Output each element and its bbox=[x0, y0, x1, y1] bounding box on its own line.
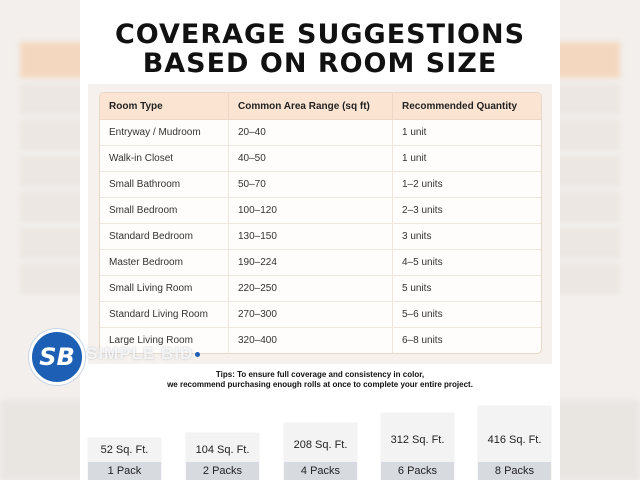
title-line-2: BASED ON ROOM SIZE bbox=[142, 48, 498, 79]
cell-room-type: Standard Living Room bbox=[100, 302, 229, 328]
pack-count: 2 Packs bbox=[186, 462, 259, 480]
cell-room-type: Small Bedroom bbox=[100, 198, 229, 224]
cell-area-range: 50–70 bbox=[229, 172, 393, 198]
table-row: Small Bedroom 100–120 2–3 units bbox=[100, 198, 541, 224]
table-row: Master Bedroom 190–224 4–5 units bbox=[100, 250, 541, 276]
simplebid-watermark: SIMPLE BID bbox=[86, 344, 202, 364]
header-area-range: Common Area Range (sq ft) bbox=[229, 93, 393, 120]
title-line-1: COVERAGE SUGGESTIONS bbox=[114, 19, 526, 50]
pack-option-2: 104 Sq. Ft. 2 Packs bbox=[186, 433, 259, 480]
cell-quantity: 1 unit bbox=[393, 120, 541, 146]
cell-area-range: 20–40 bbox=[229, 120, 393, 146]
cell-quantity: 3 units bbox=[393, 224, 541, 250]
cell-room-type: Small Living Room bbox=[100, 276, 229, 302]
page-title: COVERAGE SUGGESTIONS BASED ON ROOM SIZE bbox=[80, 20, 560, 78]
tips-line-1: Tips: To ensure full coverage and consis… bbox=[215, 370, 425, 379]
cell-quantity: 4–5 units bbox=[393, 250, 541, 276]
cell-quantity: 1 unit bbox=[393, 146, 541, 172]
header-room-type: Room Type bbox=[100, 93, 229, 120]
pack-count: 8 Packs bbox=[478, 462, 551, 480]
table-row: Entryway / Mudroom 20–40 1 unit bbox=[100, 120, 541, 146]
cell-room-type: Entryway / Mudroom bbox=[100, 120, 229, 146]
cell-quantity: 2–3 units bbox=[393, 198, 541, 224]
pack-area: 208 Sq. Ft. bbox=[293, 439, 348, 451]
watermark-dot-icon bbox=[195, 352, 201, 358]
cell-room-type: Master Bedroom bbox=[100, 250, 229, 276]
cell-quantity: 1–2 units bbox=[393, 172, 541, 198]
cell-quantity: 5 units bbox=[393, 276, 541, 302]
pack-area: 312 Sq. Ft. bbox=[390, 434, 445, 446]
table-row: Small Bathroom 50–70 1–2 units bbox=[100, 172, 541, 198]
table-header-row: Room Type Common Area Range (sq ft) Reco… bbox=[100, 93, 541, 120]
cell-quantity: 6–8 units bbox=[402, 335, 443, 346]
pack-count: 4 Packs bbox=[284, 462, 357, 480]
pack-count: 1 Pack bbox=[88, 462, 161, 480]
table-row: Walk-in Closet 40–50 1 unit bbox=[100, 146, 541, 172]
watermark-text: SIMPLE BID bbox=[86, 344, 194, 363]
cell-room-type: Large Living Room bbox=[100, 328, 229, 353]
cell-area-range: 40–50 bbox=[229, 146, 393, 172]
pack-option-3: 208 Sq. Ft. 4 Packs bbox=[284, 423, 357, 480]
cell-area-range: 320–400 bbox=[229, 328, 393, 353]
pack-count: 6 Packs bbox=[381, 462, 454, 480]
header-recommended-quantity: Recommended Quantity bbox=[393, 93, 541, 120]
tips-text: Tips: To ensure full coverage and consis… bbox=[80, 370, 560, 390]
sb-logo-icon: SB bbox=[29, 329, 85, 385]
table-row: Large Living Room 320–400 6–8 units bbox=[100, 328, 541, 353]
table-row: Standard Bedroom 130–150 3 units bbox=[100, 224, 541, 250]
cell-room-type: Standard Bedroom bbox=[100, 224, 229, 250]
cell-room-type: Small Bathroom bbox=[100, 172, 229, 198]
cell-quantity: 5–6 units bbox=[393, 302, 541, 328]
tips-line-2: we recommend purchasing enough rolls at … bbox=[167, 380, 473, 389]
pack-area: 52 Sq. Ft. bbox=[100, 444, 149, 456]
table-row: Small Living Room 220–250 5 units bbox=[100, 276, 541, 302]
table-container: Room Type Common Area Range (sq ft) Reco… bbox=[88, 84, 552, 364]
cell-area-range: 190–224 bbox=[229, 250, 393, 276]
pack-area: 104 Sq. Ft. bbox=[195, 444, 250, 456]
cell-area-range: 100–120 bbox=[229, 198, 393, 224]
cell-area-range: 220–250 bbox=[229, 276, 393, 302]
pack-option-1: 52 Sq. Ft. 1 Pack bbox=[88, 438, 161, 480]
cell-area-range: 130–150 bbox=[229, 224, 393, 250]
cell-room-type: Walk-in Closet bbox=[100, 146, 229, 172]
coverage-table: Room Type Common Area Range (sq ft) Reco… bbox=[99, 92, 542, 354]
table-row: Standard Living Room 270–300 5–6 units bbox=[100, 302, 541, 328]
pack-option-4: 312 Sq. Ft. 6 Packs bbox=[381, 413, 454, 480]
cell-area-range: 270–300 bbox=[229, 302, 393, 328]
pack-option-5: 416 Sq. Ft. 8 Packs bbox=[478, 406, 551, 480]
coverage-card: COVERAGE SUGGESTIONS BASED ON ROOM SIZE … bbox=[80, 0, 560, 480]
pack-area: 416 Sq. Ft. bbox=[487, 434, 542, 446]
